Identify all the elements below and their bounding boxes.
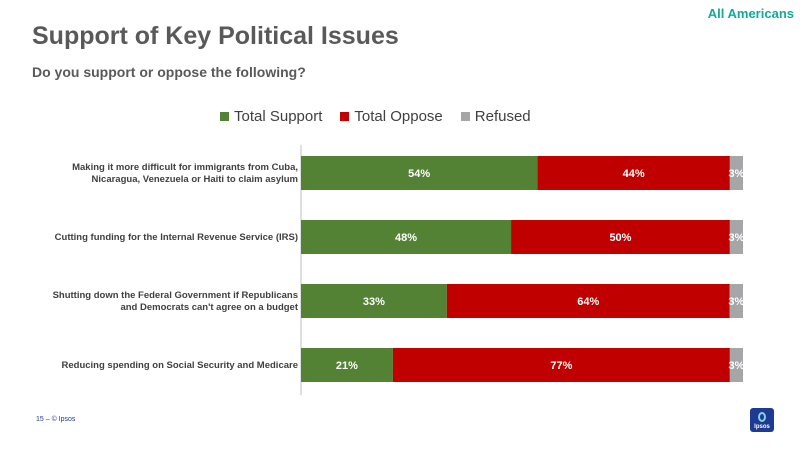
category-label: and Democrats can't agree on a budget: [120, 302, 298, 313]
bar-segment-total-support: [301, 220, 512, 254]
legend-swatch-support: [220, 111, 229, 121]
legend-item-oppose: Total Oppose: [340, 107, 443, 125]
legend-item-support: Total Support: [220, 108, 322, 125]
page-number: 15 –: [36, 416, 50, 423]
bar-segment-total-support: [301, 284, 447, 318]
page-title: Support of Key Political Issues: [32, 22, 399, 50]
bar-segment-refused: [729, 348, 743, 382]
bar-segment-total-oppose: [392, 348, 730, 382]
chart-legend: Total Support Total Oppose Refused: [220, 107, 549, 125]
page-subtitle: Do you support or oppose the following?: [32, 64, 306, 80]
legend-label-support: Total Support: [234, 107, 323, 125]
category-label: Making it more difficult for immigrants …: [72, 162, 298, 173]
bar-segment-total-support: [301, 156, 538, 190]
data-label: 50%: [609, 232, 631, 244]
data-label: 33%: [363, 296, 385, 308]
bar-segment-total-support: [301, 348, 393, 382]
data-label: 3%: [728, 168, 744, 180]
bar-segment-total-oppose: [511, 220, 730, 254]
legend-item-refused: Refused: [460, 107, 531, 125]
category-label: Cutting funding for the Internal Revenue…: [55, 232, 298, 243]
data-label: 44%: [623, 168, 645, 180]
bar-segment-refused: [729, 220, 743, 254]
legend-label-oppose: Total Oppose: [354, 107, 443, 125]
category-label: Shutting down the Federal Government if …: [53, 290, 298, 301]
data-label: 77%: [550, 360, 572, 372]
legend-label-refused: Refused: [474, 107, 531, 125]
legend-swatch-refused: [460, 111, 470, 121]
data-label: 3%: [728, 296, 744, 308]
audience-label: All Americans: [707, 6, 794, 21]
data-label: 64%: [577, 296, 599, 308]
bar-segment-total-oppose: [446, 284, 730, 318]
data-label: 21%: [336, 360, 358, 372]
ipsos-logo: Ipsos: [750, 408, 774, 432]
bar-segment-refused: [729, 156, 743, 190]
data-label: 48%: [395, 232, 417, 244]
copyright: © Ipsos: [51, 416, 76, 423]
bar-segment-refused: [729, 284, 743, 318]
footer: 15 – © Ipsos: [36, 416, 75, 423]
category-label: Reducing spending on Social Security and…: [62, 360, 299, 371]
data-label: 3%: [728, 360, 744, 372]
data-label: 54%: [408, 168, 430, 180]
bar-segment-total-oppose: [537, 156, 730, 190]
data-label: 3%: [728, 232, 744, 244]
category-label: Nicaragua, Venezuela or Haiti to claim a…: [92, 174, 298, 185]
logo-mark-icon: [758, 412, 766, 422]
logo-text: Ipsos: [754, 424, 770, 430]
legend-swatch-oppose: [340, 111, 350, 121]
